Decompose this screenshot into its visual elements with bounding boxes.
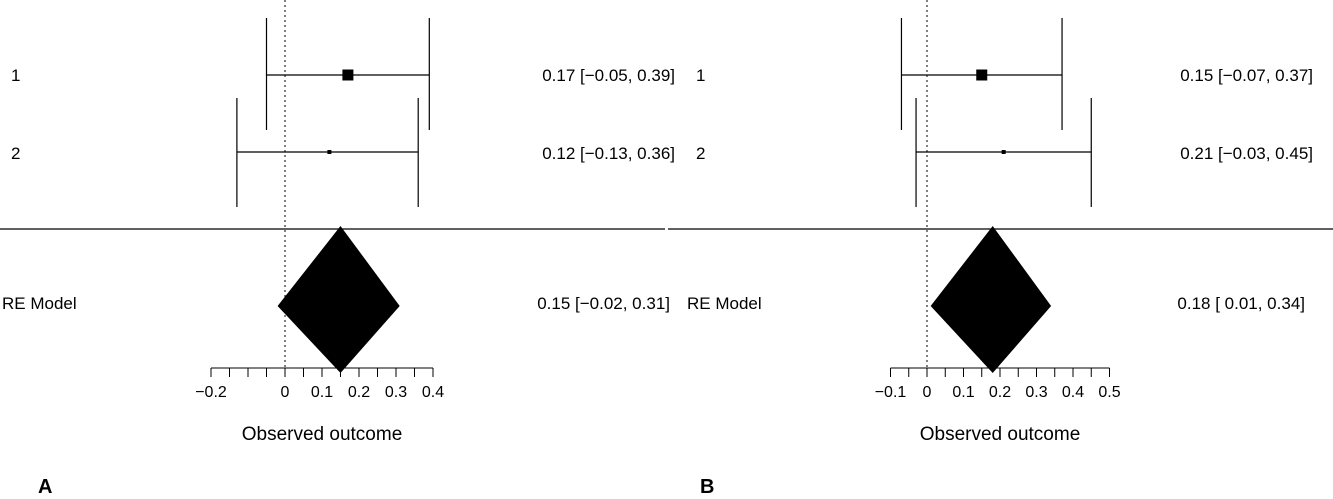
x-tick-label: −0.1: [875, 384, 907, 401]
study-1-estimate-text: 0.15 [−0.07, 0.37]: [1180, 66, 1313, 85]
study-1-estimate-marker: [976, 69, 988, 81]
x-tick-label: 0.2: [348, 384, 370, 401]
summary-diamond: [277, 226, 400, 373]
study-2-estimate-marker: [327, 150, 332, 154]
panel-label-a: A: [38, 476, 52, 498]
panel-label-b: B: [700, 476, 714, 498]
study-1-label: 1: [696, 66, 705, 85]
study-2-estimate-text: 0.12 [−0.13, 0.36]: [542, 144, 675, 163]
study-2-label: 2: [696, 144, 705, 163]
study-1-estimate-text: 0.17 [−0.05, 0.39]: [542, 66, 675, 85]
study-2-label: 2: [11, 144, 20, 163]
study-1-label: 1: [11, 66, 20, 85]
study-1-estimate-marker: [342, 69, 354, 81]
study-2-estimate-text: 0.21 [−0.03, 0.45]: [1180, 144, 1313, 163]
x-tick-label: 0: [923, 384, 932, 401]
x-tick-label: 0: [281, 384, 290, 401]
x-tick-label: 0.1: [311, 384, 333, 401]
x-axis-title: Observed outcome: [242, 424, 403, 445]
x-tick-label: 0.4: [422, 384, 444, 401]
summary-estimate-text: 0.18 [ 0.01, 0.34]: [1177, 294, 1305, 313]
summary-label: RE Model: [2, 294, 77, 313]
x-tick-label: −0.2: [195, 384, 227, 401]
summary-estimate-text: 0.15 [−0.02, 0.31]: [537, 294, 670, 313]
x-tick-label: 0.4: [1062, 384, 1084, 401]
x-tick-label: 0.5: [1098, 384, 1120, 401]
summary-diamond: [930, 226, 1052, 373]
x-tick-label: 0.1: [952, 384, 974, 401]
summary-label: RE Model: [687, 294, 762, 313]
forest-plot-panel-a: 1 2 RE Model 0.17 [−0.05, 0.39] 0.12 [−0…: [0, 0, 675, 498]
forest-plot-panel-b: 1 2 RE Model 0.15 [−0.07, 0.37] 0.21 [−0…: [668, 0, 1333, 498]
x-axis-title: Observed outcome: [920, 424, 1081, 445]
x-tick-label: 0.3: [385, 384, 407, 401]
x-tick-label: 0.3: [1025, 384, 1047, 401]
study-2-estimate-marker: [1001, 150, 1006, 154]
x-tick-label: 0.2: [989, 384, 1011, 401]
